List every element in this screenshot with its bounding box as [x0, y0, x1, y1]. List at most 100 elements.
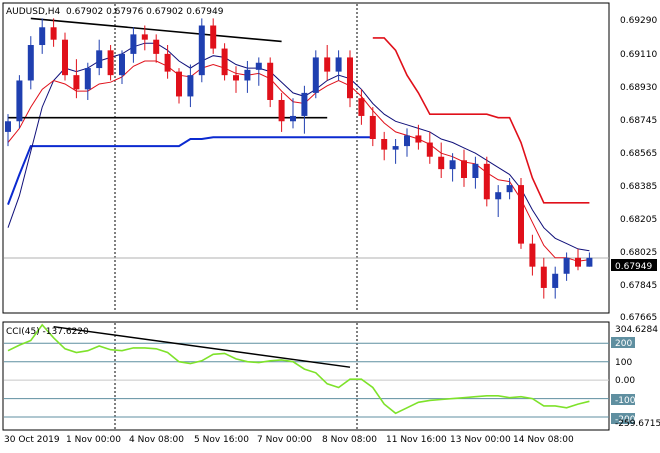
candle[interactable]	[347, 50, 353, 108]
candle-body	[483, 163, 490, 200]
candle[interactable]	[244, 60, 251, 93]
candle[interactable]	[187, 64, 194, 108]
candle-body	[119, 53, 125, 76]
indicator-label: CCI(45) -137.6220	[6, 327, 89, 337]
symbol-label: AUDUSD,H4	[6, 7, 61, 17]
candle[interactable]	[267, 57, 274, 108]
candle[interactable]	[506, 178, 513, 200]
candle[interactable]	[119, 50, 125, 85]
candle[interactable]	[575, 248, 581, 271]
candle[interactable]	[164, 45, 171, 79]
cci-axis: 304.6284 200 100 0.00 -100 -200 -259.671…	[611, 325, 660, 429]
price-tick: 0.69290	[620, 16, 657, 26]
price-tick: 0.68205	[620, 215, 657, 225]
candle-body	[563, 257, 570, 274]
candle[interactable]	[483, 156, 490, 207]
candle[interactable]	[39, 18, 46, 54]
candle[interactable]	[301, 85, 308, 134]
candle[interactable]	[438, 142, 445, 179]
candle[interactable]	[518, 178, 524, 249]
candle[interactable]	[73, 59, 80, 99]
candle[interactable]	[198, 18, 205, 83]
candle[interactable]	[461, 149, 467, 187]
cci-axis-tick: 200	[615, 339, 632, 349]
candle-body	[164, 53, 171, 72]
price-trendline	[30, 17, 282, 43]
candle-body	[369, 115, 376, 139]
candle[interactable]	[381, 131, 388, 161]
candle-body	[472, 163, 479, 179]
current-price-label: 0.67949	[615, 262, 652, 272]
candle-body	[426, 142, 433, 157]
candle-body	[324, 57, 331, 72]
candle[interactable]	[449, 153, 456, 182]
candle-body	[141, 34, 148, 40]
candle-body	[518, 185, 524, 244]
moving-average-blue	[7, 42, 590, 252]
candle[interactable]	[472, 156, 479, 189]
cci-axis-tick: -100	[615, 396, 636, 406]
candle[interactable]	[278, 92, 285, 132]
grid-layer	[4, 4, 609, 429]
candle-body	[50, 27, 57, 40]
candle-body	[73, 75, 80, 90]
candle[interactable]	[27, 36, 34, 90]
candle-body	[290, 115, 296, 122]
candle-body	[335, 57, 342, 72]
candle[interactable]	[233, 66, 239, 93]
candle[interactable]	[426, 131, 433, 164]
candle[interactable]	[221, 43, 228, 81]
candle[interactable]	[324, 45, 331, 81]
candle[interactable]	[141, 25, 148, 51]
candle[interactable]	[495, 185, 502, 218]
candle-body	[278, 99, 285, 122]
time-axis: 30 Oct 2019 1 Nov 00:00 4 Nov 08:00 5 No…	[4, 435, 574, 445]
candle[interactable]	[176, 68, 182, 104]
cci-trendline	[53, 326, 351, 368]
candle-body	[392, 146, 399, 150]
price-tick: 0.67665	[620, 313, 657, 323]
candle[interactable]	[529, 234, 536, 276]
candle-body	[198, 25, 205, 76]
candle[interactable]	[50, 18, 57, 47]
candle-body	[27, 45, 34, 81]
candle[interactable]	[130, 27, 137, 63]
candle[interactable]	[358, 89, 365, 125]
candle-body	[16, 80, 23, 122]
cci-axis-tick: 100	[615, 358, 632, 368]
candle[interactable]	[62, 32, 68, 81]
candle[interactable]	[392, 138, 399, 164]
candle-body	[267, 62, 274, 100]
candle[interactable]	[540, 257, 547, 299]
current-price-marker	[611, 259, 657, 271]
indicator-panel-frame	[2, 321, 610, 431]
candle[interactable]	[5, 114, 11, 147]
candle[interactable]	[96, 39, 103, 76]
candle[interactable]	[404, 128, 410, 157]
candle[interactable]	[586, 252, 593, 267]
candle-layer[interactable]	[5, 18, 593, 299]
candle[interactable]	[107, 45, 114, 81]
trailing-stop-line	[372, 37, 590, 204]
cci-axis-max: 304.6284	[615, 325, 658, 335]
price-tick: 0.68025	[620, 248, 657, 258]
candle[interactable]	[290, 98, 296, 129]
candle[interactable]	[563, 252, 570, 281]
price-tick: 0.69110	[620, 50, 657, 60]
candle[interactable]	[415, 124, 422, 150]
candle[interactable]	[312, 50, 319, 99]
candle[interactable]	[552, 266, 559, 299]
candle[interactable]	[335, 50, 342, 81]
candle[interactable]	[369, 107, 376, 147]
candle[interactable]	[84, 62, 91, 100]
candle[interactable]	[153, 34, 160, 63]
candle[interactable]	[16, 75, 23, 129]
candle[interactable]	[255, 57, 262, 86]
candle-body	[130, 34, 137, 54]
cci-line	[7, 323, 590, 415]
time-tick: 7 Nov 00:00	[257, 435, 312, 445]
candle-body	[506, 185, 513, 193]
candle[interactable]	[210, 18, 217, 54]
